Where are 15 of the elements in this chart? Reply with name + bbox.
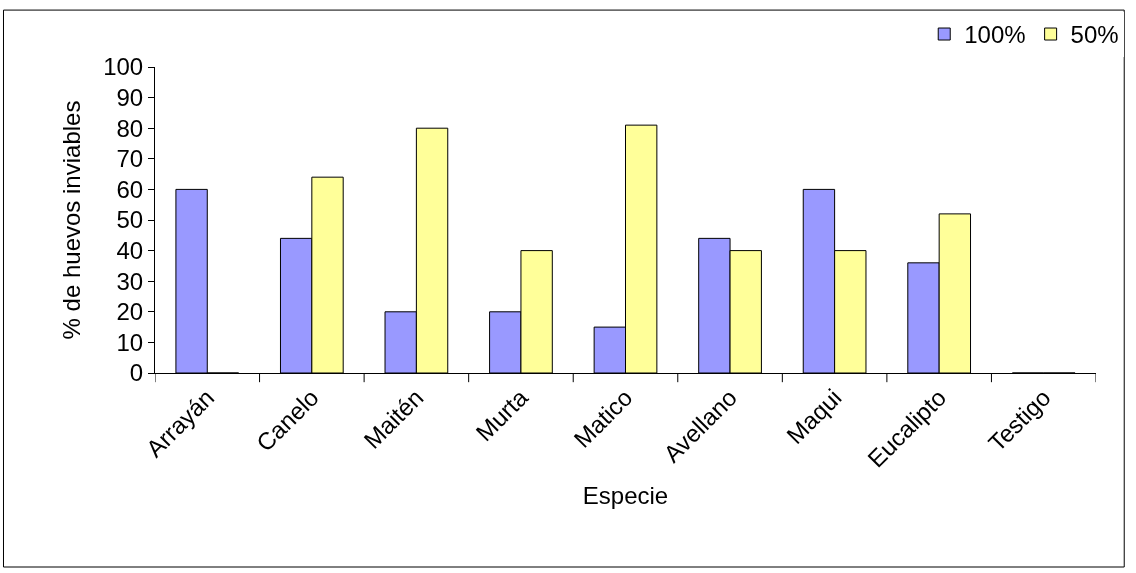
y-tick-label: 60 [116, 175, 144, 203]
y-tick-label: 50 [116, 206, 144, 234]
y-axis-title: % de huevos inviables [58, 100, 86, 340]
y-tick-label: 30 [116, 267, 144, 295]
y-tick-label: 20 [116, 298, 144, 326]
y-tick-label: 90 [116, 84, 144, 111]
y-tick-label: 10 [116, 328, 144, 356]
y-tick-label: 40 [116, 237, 144, 264]
y-tick-label: 0 [129, 359, 144, 387]
legend-label: 50% [1070, 21, 1119, 49]
y-tick-label: 80 [116, 114, 144, 142]
x-axis-title: Especie [582, 481, 669, 509]
y-tick-label: 100 [103, 53, 144, 81]
y-tick-label: 70 [116, 145, 144, 173]
legend-label: 100% [964, 21, 1026, 49]
